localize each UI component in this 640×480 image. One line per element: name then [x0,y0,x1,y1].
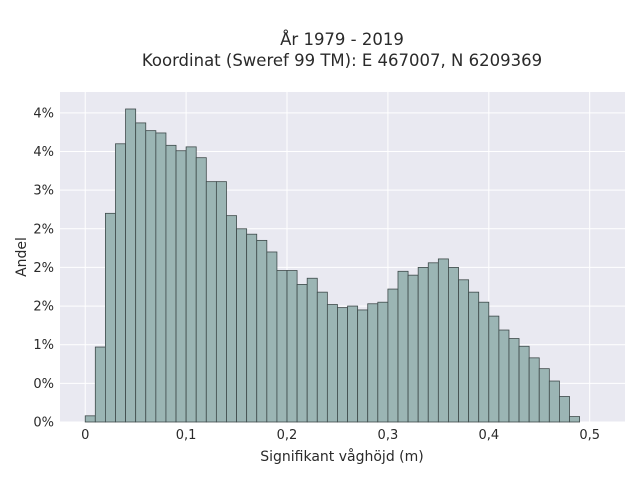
y-tick-label: 3% [33,184,54,199]
histogram-bar [236,228,248,423]
histogram-bar [448,267,459,423]
histogram-bar [205,181,217,423]
histogram-bar [518,345,530,423]
x-tick-label: 0,4 [478,428,499,443]
histogram-bar [498,329,510,423]
histogram-bar [185,146,197,423]
histogram-bar [135,122,147,423]
histogram-bar [256,239,268,423]
y-tick-label: 2% [33,222,54,237]
histogram-bar [306,277,318,423]
histogram-bar [326,304,338,423]
histogram-bar [437,258,449,423]
histogram-bar [165,144,177,423]
histogram-bar [296,284,308,423]
x-tick-label: 0 [81,428,89,443]
histogram-bar [478,301,490,423]
x-tick-label: 0,3 [378,428,399,443]
histogram-bar [508,338,520,423]
y-tick-label: 2% [33,261,54,276]
histogram-bar [195,157,207,423]
x-tick-labels: 0 0,1 0,2 0,3 0,4 0,5 [81,428,600,443]
chart-subtitle: Koordinat (Sweref 99 TM): E 467007, N 62… [142,51,542,70]
y-tick-label: 4% [33,106,54,121]
histogram-bar [458,279,470,423]
x-axis-label: Signifikant våghöjd (m) [260,448,423,465]
y-tick-label: 0% [33,416,54,431]
histogram-bar [528,357,540,423]
histogram-bar [286,270,298,423]
y-tick-label: 2% [33,300,54,315]
histogram-bar [407,274,419,423]
histogram-bar [316,291,328,423]
histogram-bar [226,215,237,423]
histogram-bar [175,150,187,423]
histogram-bar [105,212,116,423]
histogram-bar [559,396,570,423]
y-tick-label: 4% [33,145,54,160]
histogram-bar [84,415,96,423]
y-tick-label: 1% [33,338,54,353]
histogram-bar [337,307,348,423]
x-tick-label: 0,1 [176,428,197,443]
y-tick-labels: 0% 0% 1% 2% 2% 2% 3% 4% 4% [33,106,54,430]
y-tick-label: 0% [33,377,54,392]
histogram-bar [427,262,439,423]
histogram-bar [115,143,126,423]
histogram-bar [488,315,500,423]
histogram-bar [468,291,480,423]
x-tick-label: 0,5 [579,428,600,443]
histogram-bar [569,416,581,423]
histogram-bar [417,267,429,423]
histogram-bar [538,368,550,423]
histogram-bar [276,270,288,423]
histogram-bar [367,303,379,423]
histogram-bar [266,251,278,423]
histogram-bar [397,270,409,423]
y-axis-label: Andel [14,237,30,277]
histogram-bar [246,233,258,423]
histogram-bar [357,309,369,423]
histogram-bar [347,305,359,423]
histogram-bar [125,108,137,423]
histogram-bar [387,288,399,423]
chart-title: År 1979 - 2019 [280,30,404,49]
histogram-bar [377,301,389,423]
histogram-bar [215,181,227,423]
histogram-bars [84,108,581,423]
histogram-bar [548,380,560,423]
histogram-bar [155,132,167,423]
histogram-bar [94,346,106,423]
histogram-bar [145,130,157,423]
x-tick-label: 0,2 [277,428,298,443]
